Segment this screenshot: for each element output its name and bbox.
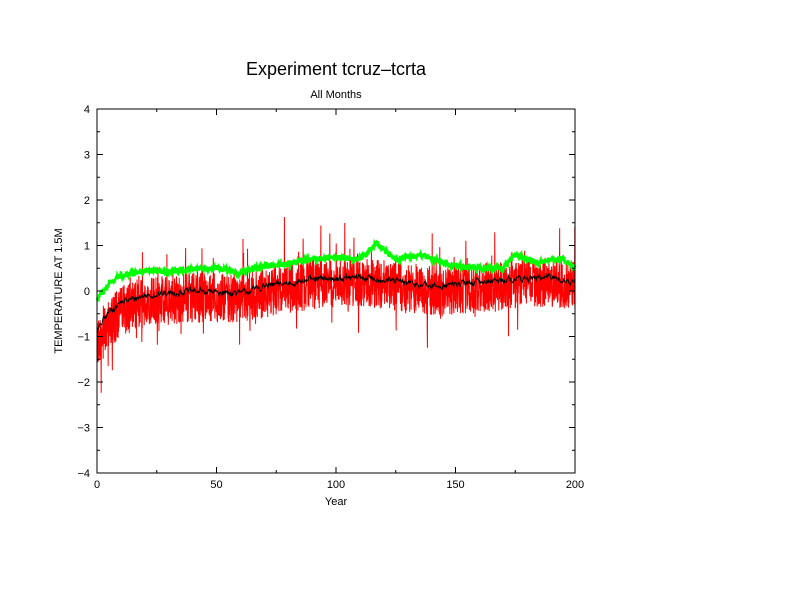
chart-subtitle: All Months: [310, 89, 362, 101]
y-tick-label: 4: [84, 104, 90, 116]
plot-series: [95, 216, 577, 393]
y-tick-label: −2: [77, 377, 90, 389]
chart-title: Experiment tcruz–tcrta: [246, 59, 427, 79]
plot-frame: [96, 108, 576, 474]
y-tick-label: −4: [77, 468, 90, 480]
y-tick-label: 2: [84, 195, 90, 207]
x-tick-label: 0: [94, 479, 100, 491]
x-axis-label: Year: [325, 496, 348, 508]
series-line-smoothed: [95, 238, 577, 303]
y-tick-label: 3: [84, 150, 90, 162]
y-tick-label: −1: [77, 332, 90, 344]
series-line-monthly: [96, 216, 576, 393]
axis-ticks: 0 50 100 150 200 −4 −3 −2 −1 0 1 2 3 4: [77, 104, 584, 491]
y-tick-label: 1: [84, 241, 90, 253]
y-axis-label: TEMPERATURE AT 1.5M: [53, 228, 65, 353]
x-tick-label: 200: [566, 479, 584, 491]
x-tick-label: 50: [210, 479, 222, 491]
x-tick-label: 150: [446, 479, 464, 491]
x-tick-label: 100: [327, 479, 345, 491]
y-tick-label: 0: [84, 286, 90, 298]
series-line-annual: [96, 272, 576, 335]
y-tick-label: −3: [77, 423, 90, 435]
